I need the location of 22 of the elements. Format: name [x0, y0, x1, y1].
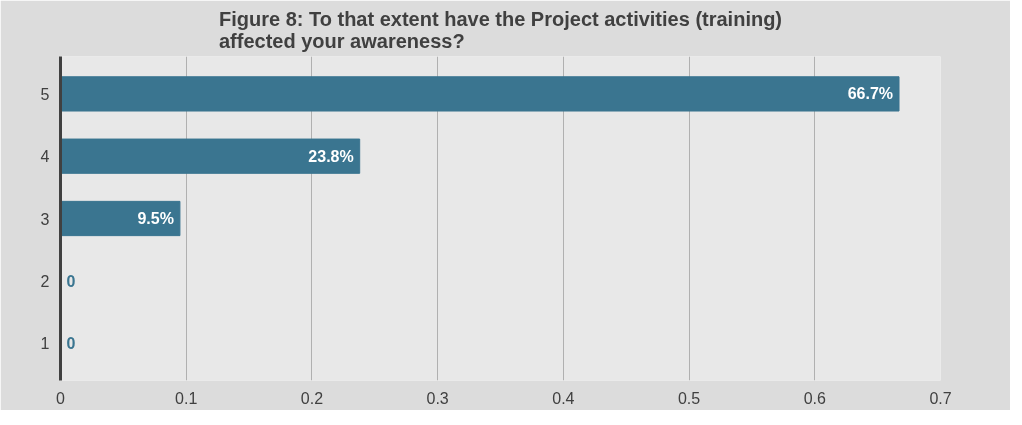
chart-title: Figure 8: To that extent have the Project activities (training) affected your awareness?	[218, 7, 783, 52]
x-tick-label: 0.3	[426, 389, 449, 407]
x-tick-label: 0	[56, 389, 66, 407]
data-label: 66.7%	[847, 85, 894, 103]
x-tick-label: 0.1	[175, 389, 198, 407]
data-label: 0	[66, 335, 76, 353]
x-tick-label: 0.4	[552, 389, 575, 407]
data-label: 23.8%	[308, 147, 354, 165]
data-label: 9.5%	[137, 210, 174, 227]
y-tick-label: 4	[40, 148, 50, 166]
bar	[60, 76, 900, 112]
x-tick-label: 0.5	[677, 389, 701, 407]
x-tick-label: 0.7	[929, 389, 952, 407]
y-tick-label: 5	[40, 85, 50, 103]
bar	[60, 200, 181, 237]
x-tick-label: 0.2	[300, 389, 324, 407]
data-label: 0	[66, 272, 76, 290]
bar	[60, 138, 361, 174]
x-tick-label: 0.6	[803, 389, 827, 407]
y-tick-label: 3	[40, 210, 50, 228]
y-tick-label: 2	[40, 272, 50, 290]
y-tick-label: 1	[40, 335, 50, 353]
